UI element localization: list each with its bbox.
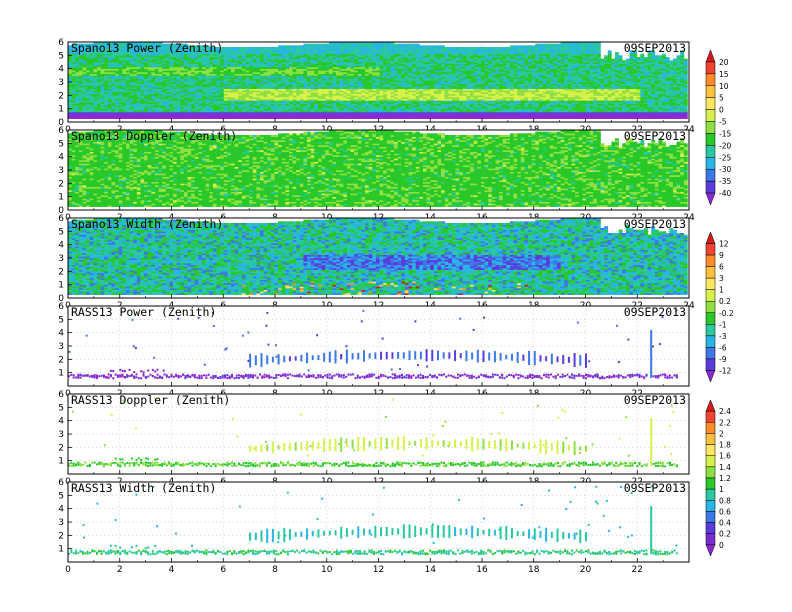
heatmap-cell	[289, 45, 293, 47]
heatmap-cell	[434, 45, 438, 47]
heatmap-cell	[224, 47, 228, 49]
heatmap-cell	[448, 47, 452, 49]
heatmap-cell	[235, 47, 239, 49]
heatmap-cell	[264, 47, 268, 49]
heatmap-cell	[401, 44, 405, 46]
heatmap-cell	[423, 45, 427, 47]
heatmap-cell	[412, 44, 416, 46]
heatmap-cell	[314, 44, 318, 46]
heatmap-cell	[260, 47, 264, 49]
heatmap-cell	[278, 45, 282, 47]
heatmap-cell	[430, 45, 434, 47]
heatmap-cell	[463, 47, 467, 49]
heatmap-cell	[238, 47, 242, 49]
heatmap-cell	[307, 44, 311, 46]
heatmap-cell	[253, 47, 257, 49]
heatmap-cell	[303, 44, 307, 46]
heatmap-cell	[452, 47, 456, 49]
heatmap-cell	[285, 45, 289, 47]
heatmap-cell	[311, 44, 315, 46]
heatmap-cell	[437, 45, 441, 47]
heatmap-cell	[416, 44, 420, 46]
heatmap-cell	[246, 47, 250, 49]
heatmap-cell	[267, 47, 271, 49]
heatmap-cell	[394, 44, 398, 46]
heatmap-cell	[441, 45, 445, 47]
heatmap-cell	[274, 47, 278, 49]
heatmap-cell	[271, 47, 275, 49]
heatmap-cell	[409, 44, 413, 46]
heatmap-cell	[318, 44, 322, 46]
heatmap-cell	[227, 47, 231, 49]
heatmap-cell	[322, 44, 326, 46]
heatmap-cell	[419, 45, 423, 47]
heatmap-cell	[293, 45, 297, 47]
heatmap-cell	[249, 47, 253, 49]
heatmap-cell	[466, 47, 470, 49]
heatmap-cell	[242, 47, 246, 49]
heatmap-cell	[282, 45, 286, 47]
heatmap-cell	[300, 45, 304, 47]
heatmap-cell	[459, 47, 463, 49]
heatmap-cell	[445, 47, 449, 49]
heatmap-cell	[405, 44, 409, 46]
heatmap-cell	[456, 47, 460, 49]
heatmap-cell	[325, 44, 329, 46]
heatmap-cell	[398, 44, 402, 46]
heatmap-cell	[296, 45, 300, 47]
panel-1: 0246810121416182022240123456Spano13 Powe…	[58, 38, 695, 135]
heatmap-cell	[427, 45, 431, 47]
heatmap-cell	[231, 47, 235, 49]
heatmap-cell	[256, 47, 260, 49]
